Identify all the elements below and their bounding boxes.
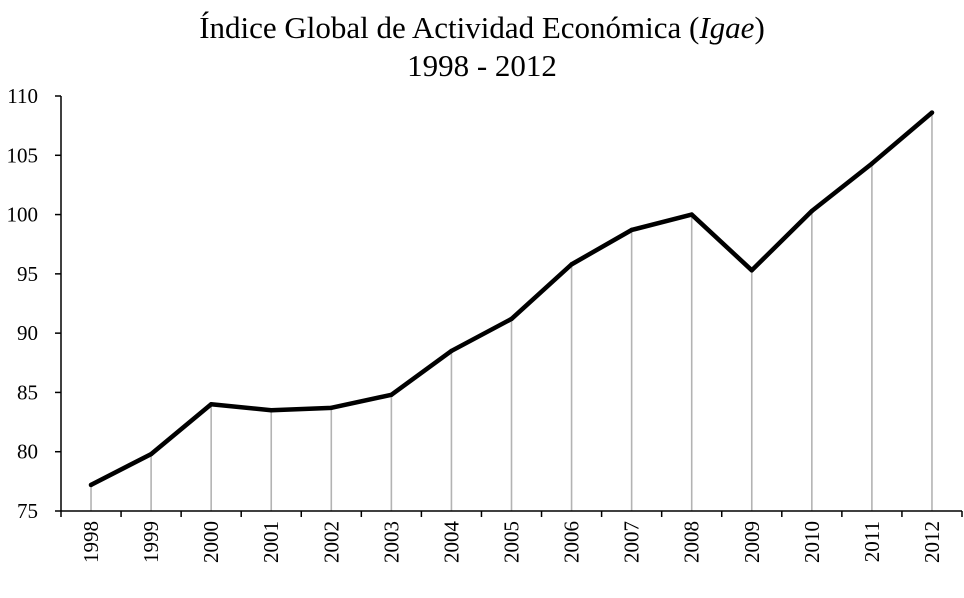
data-point-1999 [148,451,154,457]
data-point-2003 [389,392,394,397]
data-point-2001 [269,408,274,413]
x-tick-label-2010: 2010 [800,521,824,563]
axes-group [55,95,963,517]
y-tick-label-110: 110 [7,84,38,108]
y-tick-label-100: 100 [7,203,39,227]
chart-title-italic: Igae [698,10,754,45]
chart-title-close: ) [754,10,764,45]
data-point-1998 [88,482,94,488]
y-tick-label-85: 85 [17,380,38,404]
data-point-2000 [208,402,214,407]
y-tick-labels-group: 75 80 85 90 95 100 105 110 [7,84,39,523]
x-tick-label-2007: 2007 [620,521,644,563]
data-point-2012 [929,110,935,115]
chart-subtitle: 1998 - 2012 [407,48,557,83]
data-point-2004 [449,348,454,354]
y-tick-label-75: 75 [17,499,38,523]
x-tick-labels-group: 1998 1999 2000 2001 2002 2003 2004 2005 2006 2007… [79,521,944,564]
x-tick-label-2005: 2005 [500,521,524,563]
data-point-2002 [329,405,334,411]
x-tick-label-2001: 2001 [259,521,283,563]
data-point-2009 [749,268,754,273]
x-tick-label-2008: 2008 [680,521,704,563]
chart-title: Índice Global de Actividad Económica (Ig… [199,10,765,45]
data-point-2006 [569,262,574,267]
y-tick-label-105: 105 [7,143,39,167]
x-tick-label-2009: 2009 [740,521,764,563]
y-tick-label-80: 80 [17,440,38,464]
x-tick-label-2003: 2003 [379,521,403,563]
chart-title-main: Índice Global de Actividad Económica ( [199,10,699,45]
x-tick-label-1999: 1999 [139,521,163,563]
data-point-2008 [689,212,694,217]
x-tick-label-2012: 2012 [920,521,944,563]
x-tick-label-2006: 2006 [560,521,584,563]
series-group [88,110,935,488]
drop-lines-group [90,112,933,511]
data-point-2011 [869,161,875,166]
y-tick-label-95: 95 [17,262,38,286]
x-tick-label-1998: 1998 [79,521,103,563]
data-point-2007 [629,227,634,233]
data-point-2010 [809,208,815,214]
x-tick-label-2000: 2000 [199,521,223,563]
x-tick-label-2004: 2004 [439,521,463,564]
y-tick-label-90: 90 [17,321,38,345]
data-point-2005 [509,316,514,322]
x-tick-label-2011: 2011 [860,521,884,562]
x-tick-label-2002: 2002 [319,521,343,563]
